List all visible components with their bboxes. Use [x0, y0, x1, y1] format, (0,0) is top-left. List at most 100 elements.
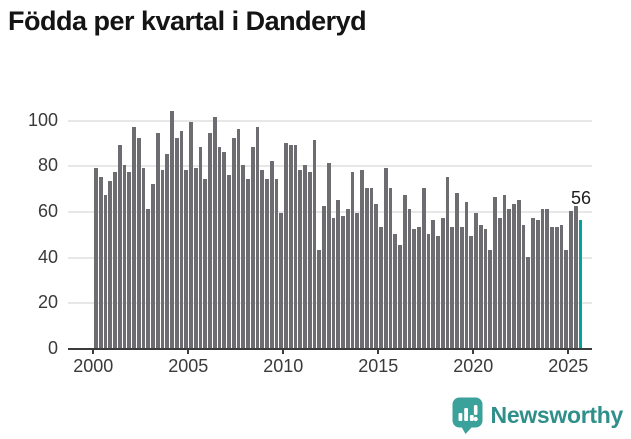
- bar: [284, 142, 288, 348]
- bar: [426, 233, 431, 348]
- bar: [540, 208, 545, 348]
- bar: [127, 172, 132, 348]
- bar: [288, 144, 293, 348]
- bar: [569, 211, 573, 348]
- bar: [336, 199, 341, 348]
- bar: [255, 126, 260, 348]
- bar: [222, 151, 227, 348]
- x-axis-tick-label: 2025: [548, 356, 589, 376]
- newsworthy-logo[interactable]: Newsworthy: [452, 397, 623, 434]
- bar: [364, 188, 369, 348]
- x-axis-tick: [282, 348, 285, 354]
- bar: [407, 208, 412, 348]
- bar: [198, 147, 203, 348]
- bar: [265, 179, 269, 348]
- bar: [564, 249, 569, 348]
- bar: [459, 227, 464, 348]
- bar: [236, 128, 241, 348]
- y-axis-tick-label: 80: [37, 155, 58, 176]
- bar: [141, 167, 146, 348]
- x-axis-tick: [377, 348, 380, 354]
- chart-title: Födda per kvartal i Danderyd: [8, 6, 367, 36]
- bar: [132, 126, 136, 348]
- bar: [117, 144, 122, 348]
- bar: [455, 192, 459, 348]
- bar: [179, 131, 184, 348]
- plot-area: [68, 110, 592, 354]
- bar: [516, 199, 521, 348]
- bar: [512, 204, 516, 348]
- highlighted-bar: [578, 220, 583, 348]
- bar: [317, 249, 322, 348]
- bar: [341, 215, 345, 348]
- bar: [122, 165, 127, 348]
- bar: [160, 169, 165, 348]
- bar: [113, 172, 117, 348]
- x-axis-tick-label: 2015: [358, 356, 399, 376]
- bar: [189, 121, 193, 348]
- bar: [227, 174, 231, 348]
- bar: [417, 227, 421, 348]
- bar: [293, 144, 298, 348]
- bar: [545, 208, 550, 348]
- bar: [450, 227, 455, 348]
- bar: [493, 197, 497, 348]
- bar: [431, 220, 436, 348]
- bar: [440, 217, 445, 348]
- bar-value-label: 56: [570, 188, 592, 208]
- bar: [98, 176, 103, 348]
- bar: [269, 160, 274, 348]
- bar: [326, 163, 331, 348]
- bar: [369, 188, 374, 348]
- bar: [345, 208, 350, 348]
- bar: [521, 224, 526, 348]
- bar: [398, 245, 402, 348]
- bar: [445, 176, 450, 348]
- bar: [217, 147, 222, 348]
- y-axis-tick-label: 0: [47, 338, 58, 358]
- bar: [184, 169, 189, 348]
- x-axis-line: [68, 348, 592, 350]
- bar: [307, 172, 312, 348]
- x-axis-tick-label: 2010: [263, 356, 304, 376]
- bar: [388, 188, 393, 348]
- bar: [393, 233, 398, 348]
- bar: [478, 224, 483, 348]
- bar: [165, 153, 170, 348]
- bar: [174, 137, 179, 348]
- bar: [526, 256, 531, 348]
- bar: [497, 217, 502, 348]
- bar: [469, 236, 474, 348]
- bar: [94, 167, 98, 348]
- bar: [298, 169, 303, 348]
- bar: [151, 183, 155, 348]
- bar: [136, 137, 141, 348]
- bar: [535, 220, 540, 348]
- bar: [241, 165, 246, 348]
- bar: [502, 195, 507, 348]
- bar: [483, 229, 488, 348]
- bar: [421, 188, 426, 348]
- x-axis-tick: [567, 348, 570, 354]
- bar: [350, 172, 355, 348]
- bar: [550, 227, 554, 348]
- bar: [559, 224, 564, 348]
- x-axis-tick: [92, 348, 95, 354]
- bar: [402, 195, 407, 348]
- bar: [231, 137, 236, 348]
- bar: [212, 117, 217, 348]
- bar: [331, 217, 336, 348]
- bar: [155, 133, 160, 348]
- x-axis-tick-label: 2020: [453, 356, 494, 376]
- y-axis-tick-label: 100: [27, 109, 58, 130]
- bar: [531, 217, 535, 348]
- bar: [146, 208, 151, 348]
- bar: [412, 229, 417, 348]
- bar: [322, 206, 326, 348]
- bar: [507, 208, 512, 348]
- bar: [312, 140, 317, 348]
- bar: [193, 167, 198, 348]
- newsworthy-wordmark: Newsworthy: [490, 402, 624, 428]
- y-axis-tick-label: 60: [37, 201, 58, 222]
